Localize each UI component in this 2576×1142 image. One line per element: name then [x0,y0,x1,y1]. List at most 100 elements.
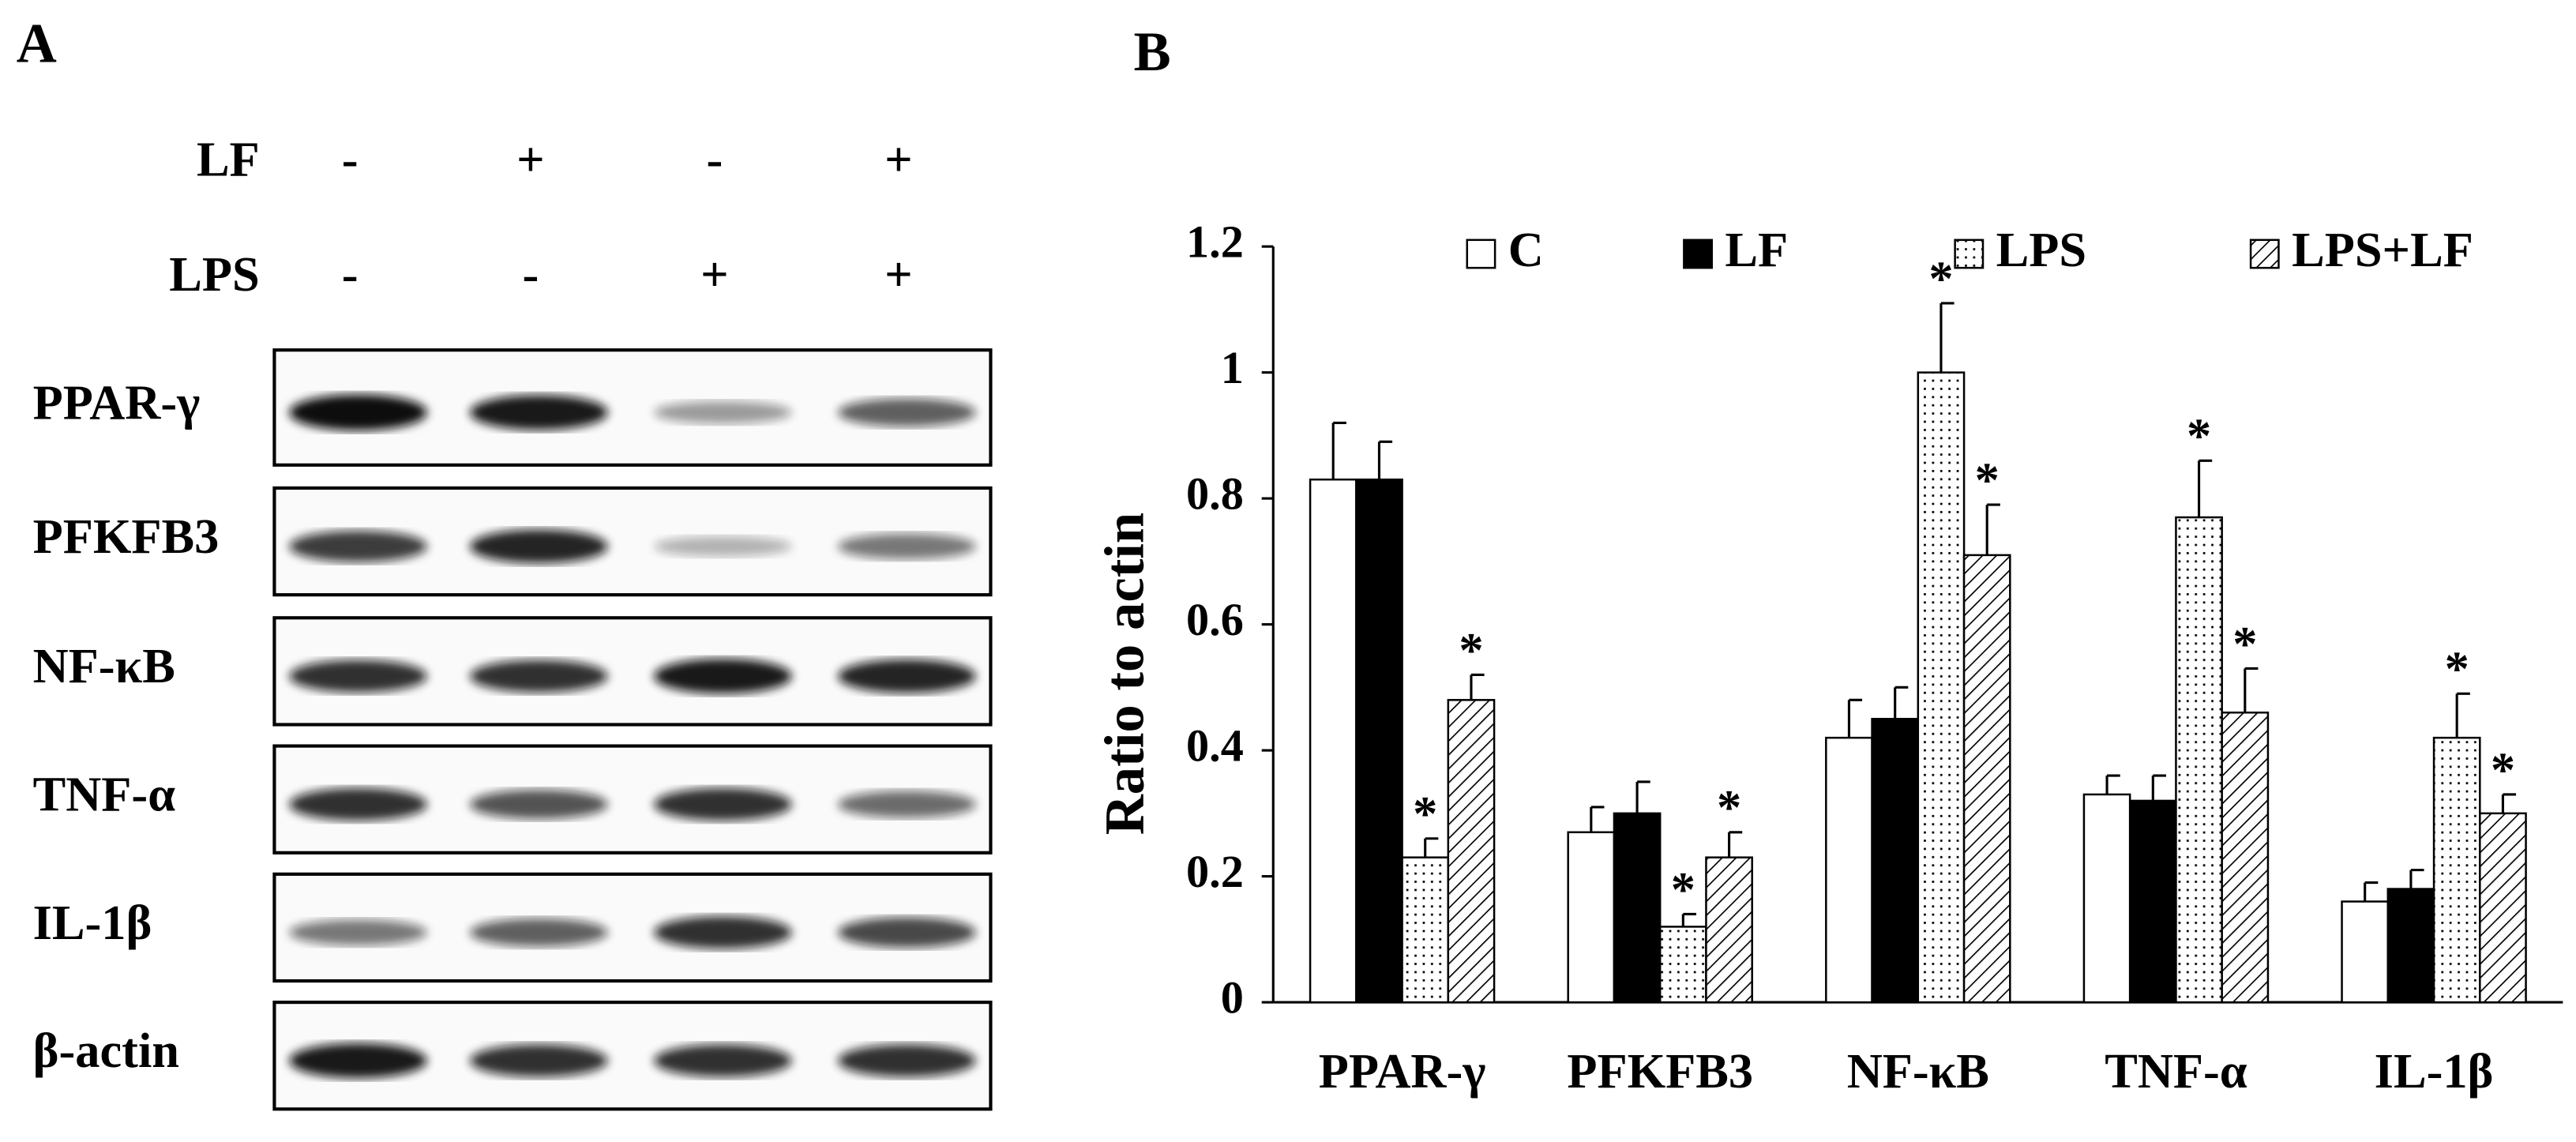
treatment-label: LF [197,132,260,186]
blot-band [469,918,608,947]
significance-marker: * [1975,453,2000,507]
x-tick-label: PFKFB3 [1567,1044,1753,1099]
treatment-level: - [342,247,359,302]
error-bar [1424,837,1439,858]
y-tick-label: 0.8 [1186,468,1244,519]
blot-band [837,659,976,693]
significance-marker: * [2445,642,2469,697]
blot-band [289,659,427,693]
bar [1355,478,1403,1004]
blot-band [653,1044,792,1077]
x-tick-label: NF-κB [1847,1044,1989,1099]
legend-swatch [1466,239,1496,269]
legend-label: LPS [1996,223,2086,277]
error-bar [2244,667,2259,713]
treatment-label: LPS [169,247,259,302]
error-bar [1894,686,1909,719]
error-bar [2105,774,2120,795]
y-axis-title: Ratio to actin [1095,513,1156,836]
blot-label: PFKFB3 [33,509,220,564]
significance-marker: * [2491,742,2515,797]
bar [2221,712,2270,1004]
bar [1705,856,1753,1004]
significance-marker: * [1459,623,1483,678]
blot-band [653,915,792,949]
blot-band [289,394,427,431]
legend-swatch [1954,239,1985,269]
bar [1309,478,1357,1004]
error-bar [2197,459,2213,518]
legend-label: C [1508,223,1544,277]
error-bar [1681,912,1696,927]
blot-band [837,917,976,948]
x-tick-label: IL-1β [2375,1044,2494,1099]
significance-marker: * [2232,617,2257,671]
blot-label: β-actin [33,1024,179,1078]
significance-marker: * [1413,787,1437,841]
significance-marker: * [2187,409,2211,464]
legend-label: LF [1725,223,1788,277]
blot-label: NF-κB [33,639,175,693]
error-bar [1590,806,1605,832]
bar [1567,831,1616,1004]
bar [2175,516,2223,1004]
blot-band [289,1042,427,1079]
legend-swatch [1683,239,1713,269]
blot-band [837,533,976,560]
y-tick-label: 0.2 [1186,846,1244,897]
bar [1658,926,1707,1004]
y-tick-label: 1.2 [1186,216,1244,268]
blot-band [653,401,792,424]
blot-band [837,791,976,818]
significance-marker: * [1928,251,1953,306]
treatment-level: - [523,247,539,302]
significance-marker: * [1717,780,1741,835]
bar [2386,888,2435,1004]
error-bar [1985,503,2000,555]
error-bar [2455,692,2470,738]
blot-band [653,536,792,557]
blot-band [653,787,792,821]
blot-band [289,787,427,821]
legend-label: LPS+LF [2292,223,2473,277]
bar [1917,371,1966,1004]
y-tick-label: 1 [1221,342,1244,393]
y-tick-label: 0.6 [1186,594,1244,645]
bar [2479,812,2527,1004]
blot-band [469,789,608,819]
bar [2128,799,2177,1004]
x-tick-label: PPAR-γ [1319,1044,1486,1099]
blot-band [469,529,608,564]
x-tick-label: TNF-α [2105,1044,2247,1099]
blot-label: IL-1β [33,896,152,950]
legend-swatch [2249,239,2280,269]
blot-band [837,1044,976,1077]
bar [1871,717,1920,1004]
y-tick-label: 0.4 [1186,719,1244,771]
panel-label: A [17,13,57,75]
blot-band [837,398,976,427]
treatment-level: + [884,132,913,186]
bar [1825,736,1873,1004]
error-bar [1470,673,1485,701]
bar [1447,699,1496,1004]
blot-band [469,395,608,430]
error-bar [1377,440,1393,480]
error-bar [1331,421,1346,480]
bar [2432,736,2481,1004]
treatment-level: + [700,247,729,302]
error-bar [1728,831,1743,858]
error-bar [1940,302,1955,373]
blot-label: TNF-α [33,767,176,821]
error-bar [2501,793,2517,813]
y-tick-label: 0 [1221,971,1244,1023]
error-bar [2364,881,2379,902]
bar [1613,812,1662,1004]
significance-marker: * [1671,862,1695,917]
blot-band [289,919,427,946]
treatment-level: + [516,132,545,186]
bar [2341,900,2390,1004]
bar [2082,793,2131,1004]
bar [1962,554,2011,1004]
